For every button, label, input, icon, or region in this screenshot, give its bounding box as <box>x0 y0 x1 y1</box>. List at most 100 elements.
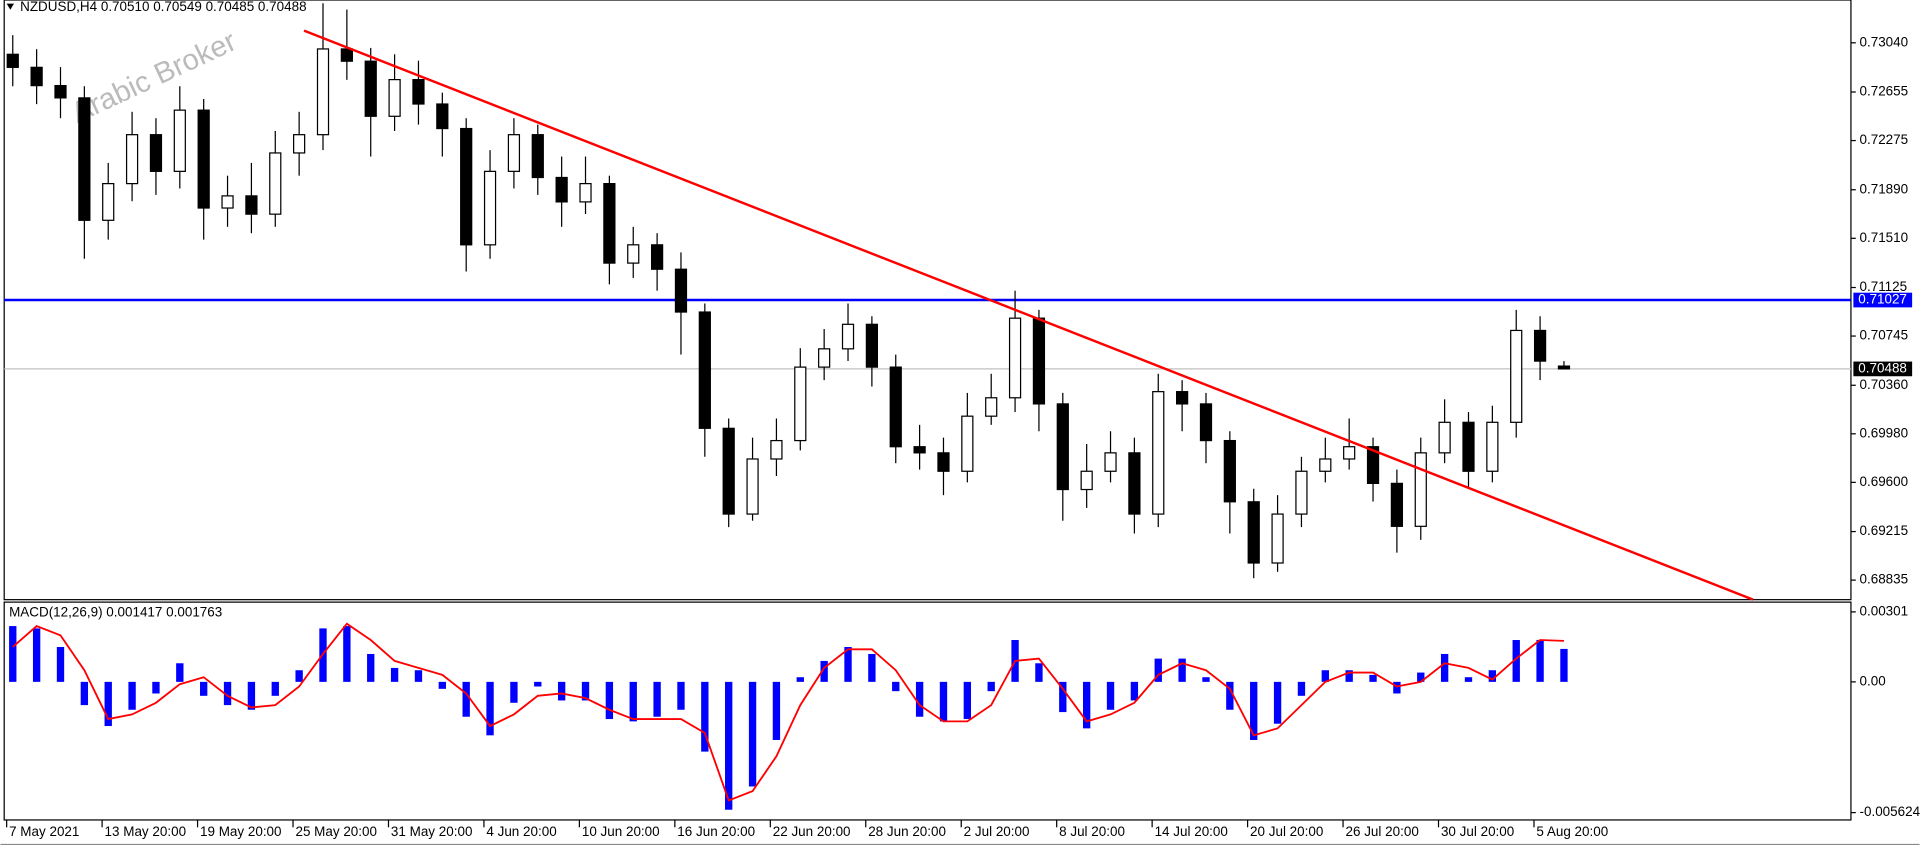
x-tick-label: 2 Jul 20:00 <box>964 824 1030 839</box>
macd-bar <box>1440 653 1449 682</box>
macd-bar <box>701 681 709 752</box>
macd-bar <box>1154 658 1162 682</box>
trend-line <box>303 29 1754 601</box>
candle-body <box>674 268 688 313</box>
y-tick-label: 0.70360 <box>1860 377 1909 392</box>
candle-body <box>436 103 449 130</box>
y-tick-label: 0.71125 <box>1860 279 1908 294</box>
macd-bar <box>796 677 804 682</box>
macd-bar <box>534 681 542 687</box>
candle-body <box>1128 452 1141 515</box>
x-tick-label: 16 Jun 20:00 <box>677 824 755 839</box>
candle-body <box>1247 501 1260 564</box>
macd-bar <box>1417 672 1425 682</box>
candle-body <box>1462 421 1475 472</box>
candle-body <box>627 244 640 264</box>
y-tick-label: 0.72655 <box>1860 84 1909 99</box>
macd-bar <box>1059 681 1067 713</box>
candle-body <box>245 195 258 215</box>
symbol-menu[interactable] <box>6 3 14 10</box>
candle-body <box>78 97 91 221</box>
candle-body <box>507 134 521 172</box>
x-tick-label: 4 Jun 20:00 <box>486 824 556 839</box>
x-tick-label: 26 Jul 20:00 <box>1346 824 1419 839</box>
candle-body <box>54 85 67 99</box>
macd-bar <box>1178 658 1186 682</box>
y-tick-label: 0.70745 <box>1860 328 1909 343</box>
macd-bar <box>748 681 757 787</box>
candle-body <box>1533 329 1547 362</box>
candle-body <box>1390 482 1404 527</box>
x-tick-label: 8 Jul 20:00 <box>1059 824 1125 839</box>
macd-bar <box>653 681 661 717</box>
macd-bar <box>9 626 17 682</box>
macd-bar <box>1226 681 1234 710</box>
macd-bar <box>367 653 375 682</box>
macd-bar <box>462 681 470 717</box>
macd-bar <box>56 646 65 682</box>
macd-bar <box>200 681 208 696</box>
macd-bar <box>223 681 232 706</box>
candle-body <box>1295 470 1308 515</box>
x-tick-label: 20 Jul 20:00 <box>1250 824 1323 839</box>
candle-body <box>102 183 115 221</box>
y-tick-label: 0.68835 <box>1860 572 1909 587</box>
candle-body <box>746 458 759 515</box>
macd-bar <box>414 670 423 682</box>
macd-bar <box>390 667 399 682</box>
macd-bar <box>343 626 351 682</box>
macd-bar <box>295 670 303 682</box>
candle-body <box>1319 458 1332 472</box>
macd-title: MACD(12,26,9) 0.001417 0.001763 <box>9 605 222 620</box>
macd-bar <box>1560 648 1568 682</box>
x-tick-label: 10 Jun 20:00 <box>582 824 660 839</box>
macd-bar <box>963 681 972 720</box>
candle-body <box>1223 439 1236 503</box>
y-tick-label: 0.69980 <box>1860 425 1909 440</box>
candle-body <box>412 78 425 105</box>
candle-body <box>841 323 855 350</box>
candle-body <box>1032 317 1046 405</box>
candle-body <box>1104 452 1117 472</box>
macd-frame <box>3 601 1852 821</box>
macd-bar <box>80 681 89 706</box>
candle-body <box>1343 446 1356 460</box>
candle-body <box>460 127 473 246</box>
x-tick-label: 25 May 20:00 <box>295 824 377 839</box>
candle-body <box>1366 446 1380 485</box>
price-level-tag <box>1853 361 1913 377</box>
y-tick-label: -0.005624 <box>1860 804 1920 819</box>
macd-bar <box>510 681 518 703</box>
macd-bar <box>176 663 184 682</box>
macd-bar <box>1393 681 1401 694</box>
macd-bar <box>1035 663 1043 682</box>
candle-body <box>483 170 497 246</box>
candle-body <box>722 427 735 515</box>
candle-body <box>269 152 282 215</box>
candle-body <box>865 323 879 368</box>
candle-body <box>1176 391 1189 405</box>
macd-bar <box>820 660 828 682</box>
macd-bar <box>1250 681 1258 740</box>
candle-body <box>149 134 163 172</box>
macd-bar <box>677 681 685 710</box>
candle-body <box>30 66 43 87</box>
candle-body <box>698 311 711 429</box>
macd-bar <box>271 681 279 696</box>
macd-bar <box>987 681 995 692</box>
macd-bar <box>1202 677 1210 682</box>
candle-body <box>531 134 544 179</box>
macd-bar <box>868 653 876 682</box>
macd-bar <box>892 681 900 692</box>
candle-body <box>1199 403 1213 442</box>
y-tick-label: 0.71890 <box>1860 181 1909 196</box>
x-tick-label: 14 Jul 20:00 <box>1155 824 1228 839</box>
macd-bar <box>1488 670 1497 682</box>
candle-body <box>221 195 234 209</box>
price-level-label: 0.70488 <box>1858 360 1907 375</box>
macd-bar <box>247 681 256 710</box>
x-tick-label: 30 Jul 20:00 <box>1441 824 1514 839</box>
macd-bar <box>725 681 733 810</box>
candle-body <box>961 415 974 472</box>
